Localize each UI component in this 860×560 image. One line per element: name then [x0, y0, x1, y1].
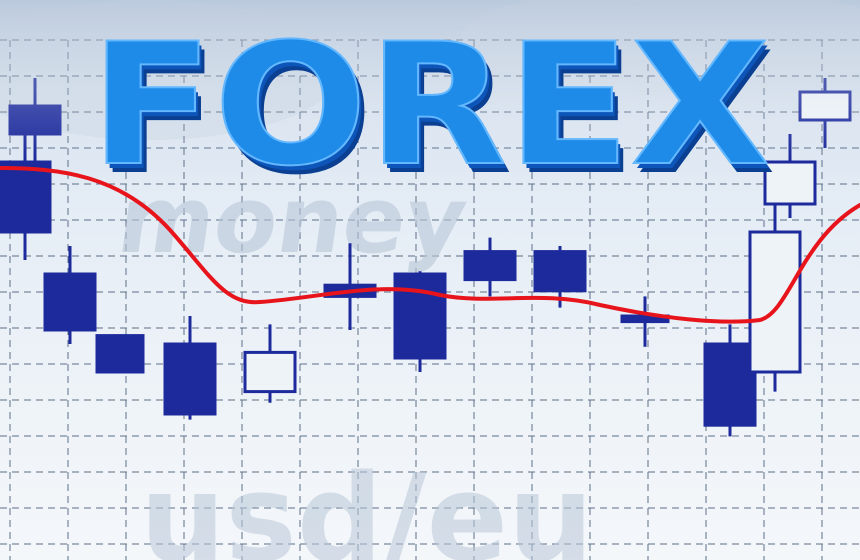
- forex-headline: FOREX FOREX FOREX: [89, 6, 776, 212]
- candle-body-filled: [393, 272, 447, 360]
- candle-body-filled: [0, 160, 52, 234]
- candle-body-hollow: [763, 160, 817, 206]
- money-watermark: money: [112, 166, 474, 273]
- trend-line: [0, 166, 860, 324]
- candle-body-hollow: [748, 230, 802, 374]
- usd-eu-watermark: usd/eu: [140, 450, 593, 560]
- candlestick-series: [0, 78, 852, 437]
- headline-shadow: FOREX: [96, 16, 776, 212]
- candle-body-filled: [463, 250, 517, 282]
- top-haze: [0, 0, 860, 160]
- candle-body-filled: [95, 334, 145, 374]
- candle-body-hollow: [243, 350, 297, 394]
- headline-extrusion: FOREX: [93, 12, 773, 208]
- candle-body-filled: [163, 342, 217, 416]
- headline-text: FOREX: [90, 7, 770, 203]
- candle-body-filled: [43, 272, 97, 332]
- candle-body-filled: [533, 250, 587, 293]
- candle-body-filled: [703, 342, 757, 427]
